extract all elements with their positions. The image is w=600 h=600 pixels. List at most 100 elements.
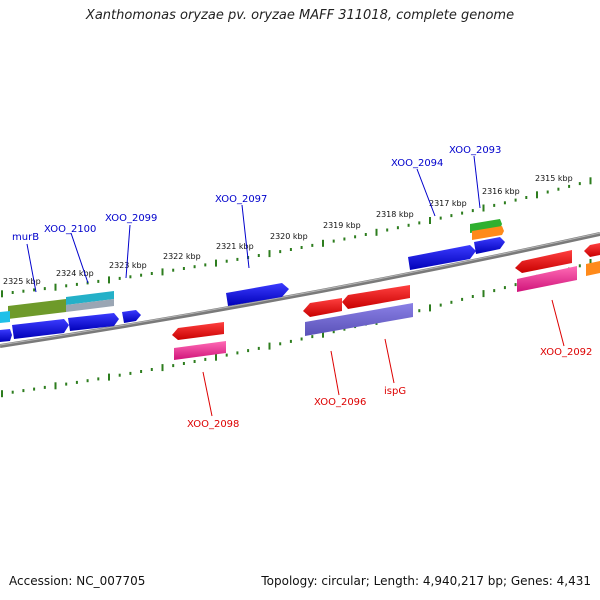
scale-tick-major xyxy=(268,342,271,350)
scale-tick-minor xyxy=(257,346,260,350)
scale-tick-minor xyxy=(546,190,549,194)
gene-arrow-red-ispG[interactable] xyxy=(342,285,410,309)
scale-tick-minor xyxy=(257,254,260,257)
scale-track-top xyxy=(1,177,592,298)
gene-arrow-blue-4[interactable] xyxy=(122,310,141,323)
gene-arrow-blue-XOO_2094[interactable] xyxy=(408,245,476,270)
gene-label-XOO_2092[interactable]: XOO_2092 xyxy=(540,347,592,358)
scale-tick-major xyxy=(536,191,538,199)
genome-backbone xyxy=(0,232,600,348)
scale-tick-minor xyxy=(386,228,389,232)
gene-arrow-blue-2[interactable] xyxy=(12,319,69,339)
scale-tick-minor xyxy=(204,357,207,361)
gene-arrow-red-XOO_2092[interactable] xyxy=(515,250,572,273)
gene-arrow-blue-3[interactable] xyxy=(68,313,119,331)
gene-arrow-red-XOO_2098[interactable] xyxy=(172,322,224,340)
gene-label-XOO_2093[interactable]: XOO_2093 xyxy=(449,145,501,156)
scale-tick-major xyxy=(482,290,485,298)
gene-labels: murB XOO_2100 XOO_2099 XOO_2097 XOO_2094… xyxy=(12,145,592,430)
scale-tick-minor xyxy=(75,380,78,384)
scale-tick-minor xyxy=(140,370,143,373)
scale-tick-minor xyxy=(11,390,14,394)
gene-label-XOO_2096[interactable]: XOO_2096 xyxy=(314,397,366,408)
gene-cyan[interactable] xyxy=(0,311,10,323)
scale-tick-minor xyxy=(300,337,303,341)
scale-tick-minor xyxy=(236,257,239,261)
scale-tick-major xyxy=(215,353,217,361)
scale-tick-minor xyxy=(471,209,474,213)
scale-tick-minor xyxy=(97,279,100,283)
scale-tick-minor xyxy=(343,327,346,331)
scale-tick-minor xyxy=(514,283,517,287)
gene-orange-edge[interactable] xyxy=(586,261,600,276)
scale-tick-minor xyxy=(568,184,571,188)
scale-tick-major xyxy=(1,390,3,398)
scale-tick-major xyxy=(108,276,110,284)
scale-tick-major xyxy=(54,283,57,291)
scale-tick-minor xyxy=(65,382,68,386)
scale-tick-major xyxy=(108,373,110,381)
tick-label-2323: 2323 kbp xyxy=(109,261,147,270)
tick-label-2325: 2325 kbp xyxy=(3,277,41,286)
gene-purple-ispG[interactable] xyxy=(305,303,413,336)
upper-strand-genes xyxy=(0,291,114,323)
scale-tick-minor xyxy=(300,246,303,249)
scale-tick-major xyxy=(1,290,3,298)
gene-teal[interactable] xyxy=(66,291,114,305)
reverse-genes xyxy=(172,243,600,360)
gene-label-XOO_2099[interactable]: XOO_2099 xyxy=(105,213,157,224)
gene-pink-XOO_2092[interactable] xyxy=(517,266,577,292)
scale-tick-major xyxy=(161,364,164,372)
scale-tick-minor xyxy=(193,360,196,363)
scale-tick-major xyxy=(161,268,164,276)
gene-label-XOO_2097[interactable]: XOO_2097 xyxy=(215,194,267,205)
scale-tick-minor xyxy=(150,272,153,275)
gene-arrow-blue-1[interactable] xyxy=(0,329,12,342)
scale-tick-major xyxy=(215,259,217,267)
scale-tick-minor xyxy=(450,214,453,218)
scale-tick-minor xyxy=(354,235,357,239)
scale-tick-major xyxy=(482,204,485,212)
scale-tick-minor xyxy=(279,342,282,346)
scale-tick-minor xyxy=(289,339,292,343)
tick-label-2316: 2316 kbp xyxy=(482,187,520,196)
scale-tick-minor xyxy=(503,286,506,290)
tick-label-2317: 2317 kbp xyxy=(429,199,467,208)
scale-tick-minor xyxy=(461,211,464,215)
scale-tick-minor xyxy=(493,203,496,207)
gene-arrow-blue-XOO_2097[interactable] xyxy=(226,283,289,306)
gene-label-XOO_2100[interactable]: XOO_2100 xyxy=(44,224,96,235)
gene-label-ispG[interactable]: ispG xyxy=(384,386,406,397)
tick-label-2321: 2321 kbp xyxy=(216,242,254,251)
gene-label-XOO_2098[interactable]: XOO_2098 xyxy=(187,419,239,430)
gene-arrow-red-XOO_2096[interactable] xyxy=(303,298,342,317)
scale-tick-major xyxy=(375,228,378,236)
scale-tick-minor xyxy=(118,373,121,377)
scale-tick-minor xyxy=(364,233,367,236)
scale-tick-minor xyxy=(311,243,314,247)
gene-gray[interactable] xyxy=(66,299,114,312)
scale-tick-minor xyxy=(418,309,421,313)
gene-arrow-red-edge[interactable] xyxy=(584,243,600,257)
gene-label-murB[interactable]: murB xyxy=(12,232,39,243)
tick-labels: 2325 kbp 2324 kbp 2323 kbp 2322 kbp 2321… xyxy=(3,174,573,286)
scale-tick-minor xyxy=(557,187,560,191)
scale-tick-minor xyxy=(43,287,46,291)
scale-tick-minor xyxy=(525,196,528,199)
gene-label-XOO_2094[interactable]: XOO_2094 xyxy=(391,158,443,169)
gene-XOO_2093-orange[interactable] xyxy=(472,226,504,240)
scale-tick-minor xyxy=(578,182,581,186)
tick-label-2324: 2324 kbp xyxy=(56,269,94,278)
scale-tick-minor xyxy=(461,297,464,301)
tick-label-2315: 2315 kbp xyxy=(535,174,573,183)
scale-tick-minor xyxy=(279,250,282,254)
tick-label-2319: 2319 kbp xyxy=(323,221,361,230)
scale-tick-minor xyxy=(193,265,196,269)
gene-pink-XOO_2098[interactable] xyxy=(174,341,226,360)
scale-tick-minor xyxy=(11,291,14,294)
scale-tick-major xyxy=(268,250,271,258)
scale-tick-minor xyxy=(450,300,453,304)
gene-arrow-blue-XOO_2093[interactable] xyxy=(474,237,505,254)
gene-murB-green[interactable] xyxy=(8,299,66,319)
